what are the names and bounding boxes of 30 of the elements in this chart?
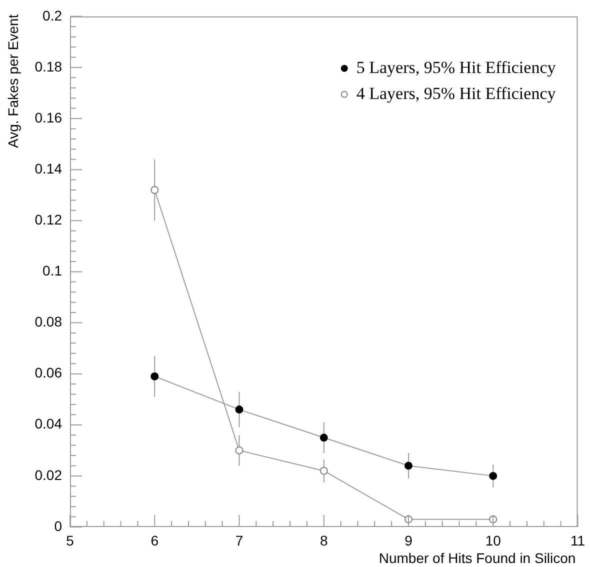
legend-label: 5 Layers, 95% Hit Efficiency [356,58,556,77]
y-tick-label: 0.14 [34,160,62,176]
x-tick-label: 9 [404,532,413,548]
x-tick-label: 10 [485,532,502,548]
point [489,472,498,480]
point [235,406,244,414]
point [150,186,159,194]
y-tick-label: 0.18 [34,58,62,74]
point [320,466,328,475]
x-tick-label: 6 [150,532,159,548]
point [404,462,412,470]
y-tick-label: 0.02 [34,466,62,483]
y-tick-label: 0 [54,518,62,534]
y-tick-label: 0.16 [34,109,62,126]
x-tick-label: 7 [235,532,244,548]
point [235,446,244,454]
y-axis-title: Avg. Fakes per Event [4,14,21,148]
x-tick-label: 8 [320,532,328,548]
y-tick-label: 0.06 [34,364,62,381]
y-tick-label: 0.2 [42,7,62,24]
point [320,434,328,442]
y-tick-label: 0.08 [34,314,62,330]
x-tick-label: 5 [66,532,74,548]
y-tick-label: 0.12 [34,212,62,228]
point [150,372,159,380]
legend-label: 4 Layers, 95% Hit Efficiency [356,84,556,103]
x-axis-title: Number of Hits Found in Silicon [378,550,576,566]
x-tick-label: 11 [570,532,586,548]
y-tick-label: 0.1 [42,262,62,279]
y-tick-label: 0.04 [34,416,62,432]
